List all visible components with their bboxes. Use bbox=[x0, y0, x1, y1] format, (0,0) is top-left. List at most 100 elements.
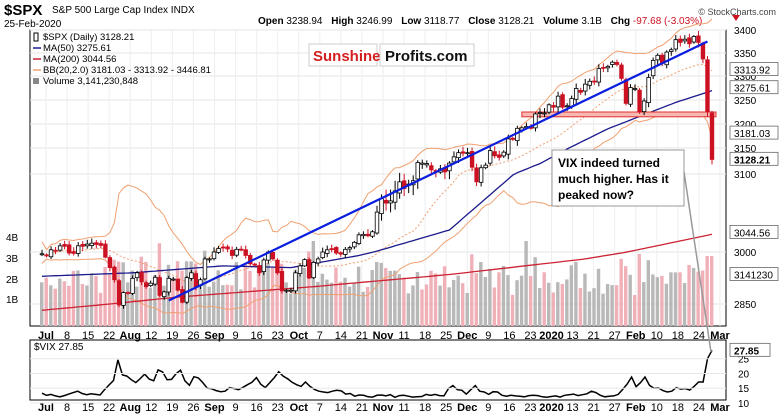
candle-body-83 bbox=[415, 162, 420, 180]
candle-body-26 bbox=[157, 277, 162, 296]
volume-bar-84 bbox=[420, 289, 424, 326]
volume-bar-147 bbox=[705, 255, 709, 326]
volume-bar-71 bbox=[361, 291, 365, 326]
value-tag-2: 3181.03 bbox=[734, 129, 771, 140]
y-tick-2: 3300 bbox=[734, 72, 757, 83]
close-label: Close bbox=[468, 16, 496, 27]
candle-body-11 bbox=[89, 242, 94, 246]
x-tick-24: 2020 bbox=[539, 330, 563, 342]
candle-body-77 bbox=[388, 200, 393, 204]
candle-body-54 bbox=[284, 289, 289, 292]
candle-body-63 bbox=[325, 249, 330, 254]
annotation: VIX indeed turned much higher. Has it pe… bbox=[551, 149, 712, 353]
volume-bar-4 bbox=[58, 278, 62, 326]
candle-body-4 bbox=[57, 245, 63, 251]
volume-bar-65 bbox=[334, 267, 338, 326]
chart-date: 25-Feb-2020 bbox=[4, 19, 62, 30]
x-tick-4: Aug bbox=[120, 330, 141, 342]
candle-body-33 bbox=[189, 272, 194, 279]
value-tag-4: 3044.56 bbox=[734, 228, 771, 239]
vix-tick-3: 10 bbox=[738, 399, 750, 410]
x-tick-5: 12 bbox=[145, 330, 157, 342]
volume-bar-144 bbox=[691, 267, 696, 326]
volume-bar-34 bbox=[193, 263, 198, 326]
candle-body-57 bbox=[297, 265, 303, 274]
vix-legend: $VIX 27.85 bbox=[34, 342, 84, 353]
candle-body-86 bbox=[429, 165, 434, 171]
candle-body-72 bbox=[365, 233, 371, 237]
candle-body-25 bbox=[152, 276, 158, 285]
bb-lower bbox=[41, 112, 713, 315]
y-axis: 3400 3350 3300 3250 3200 3150 3100 3000 2850 4B 3B… bbox=[6, 26, 757, 311]
candle-body-114 bbox=[555, 95, 561, 108]
candle-body-42 bbox=[229, 249, 235, 256]
vix-x-tick-26: 21 bbox=[588, 402, 600, 414]
vix-x-tick-2: 15 bbox=[82, 402, 94, 414]
candle-body-31 bbox=[180, 289, 185, 303]
candle-body-141 bbox=[678, 38, 683, 43]
volume-bar-22 bbox=[139, 256, 143, 326]
candle-body-140 bbox=[673, 39, 678, 50]
candle-body-131 bbox=[632, 88, 638, 90]
volume-bar-85 bbox=[424, 284, 429, 326]
candle-body-27 bbox=[162, 291, 167, 298]
candle-body-2 bbox=[48, 249, 54, 258]
candle-body-146 bbox=[700, 42, 706, 60]
candle-body-48 bbox=[257, 265, 262, 274]
candle-body-21 bbox=[134, 272, 140, 279]
volume-bar-109 bbox=[533, 257, 537, 326]
index-exchange: INDX bbox=[171, 5, 195, 16]
legend-entry-2: MA(200) 3044.56 bbox=[43, 54, 116, 65]
y-tick-4: 3200 bbox=[734, 120, 757, 131]
volume-bar-27 bbox=[162, 285, 166, 326]
x-axis: Jul Jul 8 8 15 15 22 22 Aug Aug 12 12 19 19 26 26 Sep Sep… bbox=[38, 330, 730, 414]
volume-bar-35 bbox=[198, 279, 202, 326]
x-tick-2: 15 bbox=[82, 330, 94, 342]
candle-body-128 bbox=[619, 64, 624, 79]
volume-bar-33 bbox=[189, 261, 193, 326]
volume-bar-81 bbox=[406, 293, 411, 326]
vix-x-tick-13: 7 bbox=[317, 402, 323, 414]
volume-bar-98 bbox=[483, 277, 488, 326]
candle-body-97 bbox=[478, 167, 484, 183]
y-tick-5: 3150 bbox=[734, 144, 757, 155]
vix-x-tick-27: 27 bbox=[609, 402, 621, 414]
volume-bar-112 bbox=[547, 282, 551, 326]
candle-body-142 bbox=[682, 38, 688, 42]
candle-body-133 bbox=[641, 100, 647, 113]
candle-body-69 bbox=[352, 241, 357, 248]
candle-body-3 bbox=[53, 249, 58, 252]
candle-body-121 bbox=[587, 80, 592, 86]
volume-bar-14 bbox=[103, 267, 107, 326]
high-value: 3246.99 bbox=[356, 16, 393, 27]
candle-body-67 bbox=[343, 248, 348, 255]
candle-body-13 bbox=[98, 243, 104, 246]
volume-bar-63 bbox=[325, 279, 329, 326]
candle-body-28 bbox=[166, 277, 171, 293]
volume-bar-86 bbox=[429, 270, 433, 326]
vix-tick-1: 20 bbox=[738, 369, 750, 380]
vix-x-tick-15: 21 bbox=[356, 402, 368, 414]
candle-body-73 bbox=[370, 231, 375, 237]
volume-bar-108 bbox=[528, 276, 533, 326]
candle-body-136 bbox=[655, 54, 660, 61]
candle-body-148 bbox=[709, 112, 715, 160]
volume-bar-41 bbox=[225, 284, 230, 326]
candle-body-98 bbox=[483, 164, 488, 169]
bb-middle bbox=[41, 64, 713, 286]
volume-bar-115 bbox=[560, 283, 565, 326]
low-label: Low bbox=[401, 16, 421, 27]
value-tag-box-5 bbox=[729, 267, 779, 281]
volume-bar-59 bbox=[307, 251, 311, 326]
volume-bar-111 bbox=[542, 272, 546, 326]
volume-bar-91 bbox=[451, 279, 456, 326]
volume-bar-142 bbox=[682, 283, 687, 326]
candle-body-43 bbox=[234, 248, 239, 256]
value-tag-box-1 bbox=[729, 80, 779, 95]
candle-body-110 bbox=[537, 112, 543, 114]
volume-bar-54 bbox=[284, 282, 288, 326]
volume-bar-6 bbox=[67, 285, 71, 326]
annotation-line-2: much higher. Has it bbox=[558, 172, 669, 186]
volume-bar-36 bbox=[202, 250, 207, 326]
